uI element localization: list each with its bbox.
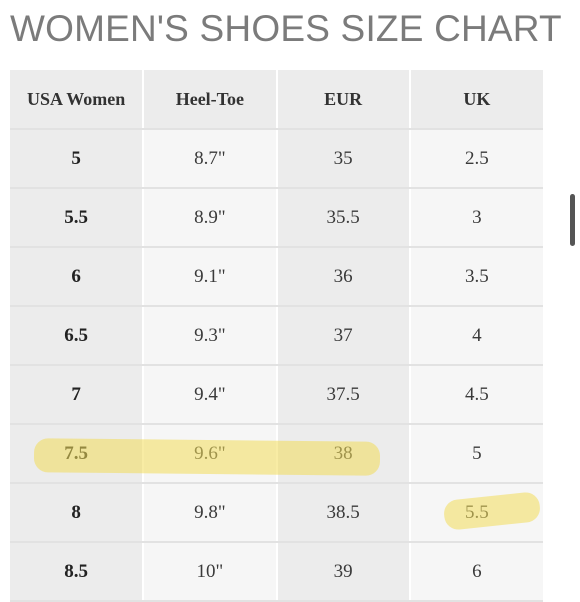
header-uk: UK <box>409 70 543 130</box>
table-row: 5.5 8.9" 35.5 3 <box>10 188 543 248</box>
cell-heel-toe: 9.6" <box>143 424 278 484</box>
cell-uk: 4.5 <box>409 365 543 425</box>
cell-eur: 35 <box>276 129 411 189</box>
page-title: WOMEN'S SHOES SIZE CHART <box>10 8 562 49</box>
header-heel-toe: Heel-Toe <box>143 70 278 130</box>
table-row: 6 9.1" 36 3.5 <box>10 247 543 307</box>
header-usa-women: USA Women <box>10 70 145 130</box>
cell-usa: 5.5 <box>10 188 145 248</box>
cell-heel-toe: 10" <box>143 542 278 602</box>
cell-usa: 8 <box>10 483 145 543</box>
table-row: 7 9.4" 37.5 4.5 <box>10 365 543 425</box>
cell-heel-toe: 9.8" <box>143 483 278 543</box>
header-eur: EUR <box>276 70 411 130</box>
cell-uk: 5 <box>409 424 543 484</box>
cell-usa: 6.5 <box>10 306 145 366</box>
cell-heel-toe: 8.9" <box>143 188 278 248</box>
scrollbar-thumb[interactable] <box>570 194 575 246</box>
table-row: 5 8.7" 35 2.5 <box>10 129 543 189</box>
cell-usa: 7 <box>10 365 145 425</box>
cell-heel-toe: 8.7" <box>143 129 278 189</box>
cell-uk: 3 <box>409 188 543 248</box>
cell-eur: 36 <box>276 247 411 307</box>
cell-heel-toe: 9.4" <box>143 365 278 425</box>
cell-heel-toe: 9.3" <box>143 306 278 366</box>
table-row: 6.5 9.3" 37 4 <box>10 306 543 366</box>
cell-eur: 37.5 <box>276 365 411 425</box>
cell-uk: 3.5 <box>409 247 543 307</box>
cell-eur: 37 <box>276 306 411 366</box>
cell-eur: 39 <box>276 542 411 602</box>
cell-eur: 38.5 <box>276 483 411 543</box>
cell-usa: 6 <box>10 247 145 307</box>
cell-usa: 5 <box>10 129 145 189</box>
cell-uk: 5.5 <box>409 483 543 543</box>
cell-uk: 2.5 <box>409 129 543 189</box>
cell-usa: 7.5 <box>10 424 145 484</box>
cell-eur: 38 <box>276 424 411 484</box>
cell-usa: 8.5 <box>10 542 145 602</box>
table-header-row: USA Women Heel-Toe EUR UK <box>10 70 543 130</box>
table-row-highlighted: 7.5 9.6" 38 5 <box>10 424 543 484</box>
cell-eur: 35.5 <box>276 188 411 248</box>
cell-uk: 4 <box>409 306 543 366</box>
cell-heel-toe: 9.1" <box>143 247 278 307</box>
table-row: 8 9.8" 38.5 5.5 <box>10 483 543 543</box>
size-chart-table: USA Women Heel-Toe EUR UK 5 8.7" 35 2.5 … <box>10 70 543 602</box>
table-row: 8.5 10" 39 6 <box>10 542 543 602</box>
cell-uk: 6 <box>409 542 543 602</box>
